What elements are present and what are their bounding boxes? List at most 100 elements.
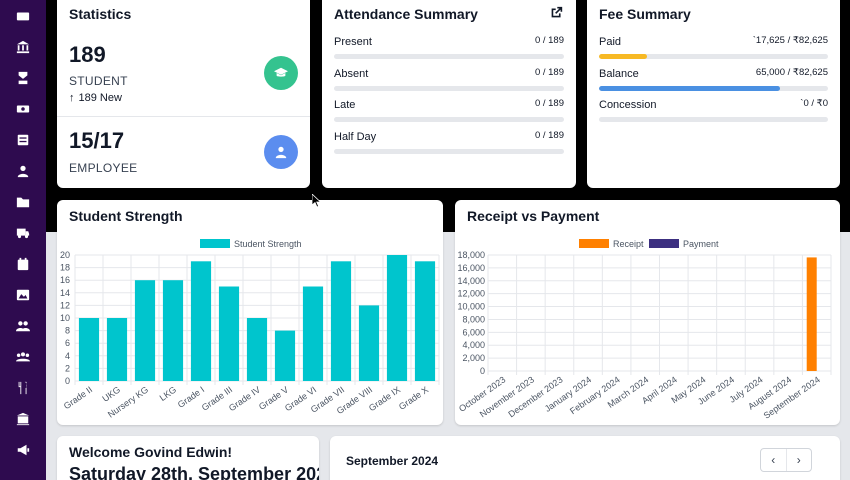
bar	[162, 280, 184, 381]
y-tick-label: 8,000	[462, 314, 485, 324]
student-count: 189	[69, 42, 106, 67]
welcome-title: Welcome Govind Edwin!	[69, 444, 233, 460]
bar	[414, 261, 436, 381]
calendar-next-button[interactable]: ›	[796, 453, 801, 467]
attendance-row-label: Late	[334, 99, 356, 111]
institution-icon[interactable]	[13, 37, 33, 57]
y-tick-label: 6	[65, 338, 70, 348]
bar	[218, 286, 240, 381]
library-icon[interactable]	[13, 409, 33, 429]
graduation-icon[interactable]	[13, 68, 33, 88]
fee-row-value: 65,000 / ₹82,625	[755, 66, 828, 78]
attendance-progress-bar	[334, 85, 564, 91]
legend-swatch	[579, 239, 609, 248]
folder-icon[interactable]	[13, 192, 33, 212]
y-tick-label: 16,000	[457, 263, 485, 273]
student-new: ↑ 189 New	[69, 92, 122, 104]
student-badge	[264, 56, 298, 90]
calendar-month: September 2024	[346, 454, 439, 468]
statistics-card: Statistics 189 STUDENT ↑ 189 New 15/17 E…	[57, 0, 310, 188]
y-tick-label: 4	[65, 351, 70, 361]
employee-badge	[264, 135, 298, 169]
bar	[78, 318, 100, 381]
welcome-card: Welcome Govind Edwin! Saturday 28th, Sep…	[57, 436, 319, 480]
fee-row-value: `0 / ₹0	[800, 98, 828, 109]
x-tick-label: Grade II	[62, 384, 94, 411]
arrow-up-icon: ↑	[69, 92, 75, 104]
attendance-progress-bar	[334, 148, 564, 154]
image-icon[interactable]	[13, 285, 33, 305]
student-strength-chart: Student Strength 0 2 4 6 8 10 12 14 16 18 20 Grade I…	[60, 239, 440, 420]
fee-progress-bar	[599, 117, 828, 122]
attendance-row-value: 0 / 189	[534, 66, 564, 78]
legend-label: Student Strength	[234, 239, 302, 249]
bus-icon[interactable]	[13, 223, 33, 243]
group-icon[interactable]	[13, 347, 33, 367]
y-tick-label: 8	[65, 326, 70, 336]
y-tick-label: 18	[60, 263, 70, 273]
x-tick-label: LKG	[158, 384, 178, 403]
attendance-progress-bar	[334, 117, 564, 122]
user-icon[interactable]	[13, 161, 33, 181]
legend-swatch	[200, 239, 230, 248]
y-tick-label: 0	[65, 376, 70, 386]
y-tick-label: 18,000	[457, 250, 485, 260]
bar	[134, 280, 156, 381]
student-label: STUDENT	[69, 74, 128, 88]
y-tick-label: 10,000	[457, 302, 485, 312]
money-icon[interactable]	[13, 99, 33, 119]
y-tick-label: 16	[60, 275, 70, 285]
notebook-icon[interactable]	[13, 130, 33, 150]
users-icon[interactable]	[13, 316, 33, 336]
bar	[246, 318, 268, 381]
fee-row-label: Balance	[599, 67, 639, 80]
y-tick-label: 14	[60, 288, 70, 298]
fee-progress-fill	[599, 54, 648, 59]
fee-summary-title: Fee Summary	[599, 6, 691, 22]
statistics-title: Statistics	[69, 6, 132, 22]
employee-label: EMPLOYEE	[69, 161, 138, 175]
legend-label: Payment	[683, 239, 719, 249]
y-tick-label: 12,000	[457, 289, 485, 299]
sidebar	[0, 0, 46, 480]
fee-summary-card: Fee Summary Paid `17,625 / ₹82,625 Balance…	[587, 0, 840, 188]
fee-progress-bar	[599, 85, 828, 91]
y-tick-label: 6,000	[462, 327, 485, 337]
x-tick-label: Grade IX	[367, 384, 402, 413]
mouse-cursor-icon	[311, 193, 322, 208]
dining-icon[interactable]	[13, 378, 33, 398]
bar	[302, 286, 324, 381]
graduation-cap-icon	[274, 67, 288, 77]
attendance-progress-bar	[334, 54, 564, 59]
bar	[386, 255, 408, 381]
bar	[190, 261, 212, 381]
y-tick-label: 12	[60, 300, 70, 310]
x-tick-label: UKG	[100, 384, 122, 403]
fee-row-label: Paid	[599, 36, 622, 48]
student-new-label: 189 New	[78, 92, 122, 104]
attendance-card: Attendance Summary Present 0 / 189 Absent 0…	[322, 0, 576, 188]
dashboard-icon[interactable]	[13, 6, 33, 26]
student-strength-card: Student Strength Student Strength 0 2 4 6 8 10…	[57, 200, 443, 425]
fee-progress-fill	[599, 85, 780, 91]
employee-count: 15/17	[69, 128, 125, 153]
y-tick-label: 10	[60, 313, 70, 323]
bar	[358, 305, 380, 381]
stat-divider	[57, 116, 310, 117]
calendar-icon[interactable]	[13, 254, 33, 274]
receipt-payment-chart: Receipt Payment 0 2,000 4,000 6,000 8,000 10,00…	[457, 239, 832, 421]
student-strength-title: Student Strength	[69, 208, 183, 224]
megaphone-icon[interactable]	[13, 440, 33, 460]
attendance-row-value: 0 / 189	[534, 129, 564, 141]
x-tick-label: Grade X	[397, 384, 430, 411]
calendar-nav: ‹ ›	[760, 448, 812, 472]
external-link-icon[interactable]	[550, 6, 564, 20]
welcome-date: Saturday 28th, September 2024	[69, 464, 319, 480]
y-tick-label: 0	[480, 366, 485, 376]
x-tick-label: Grade IV	[227, 384, 262, 413]
y-tick-label: 2,000	[462, 353, 485, 363]
y-tick-label: 4,000	[462, 340, 485, 350]
attendance-row-label: Present	[334, 36, 372, 48]
calendar-prev-button[interactable]: ‹	[761, 449, 787, 471]
y-tick-label: 14,000	[457, 276, 485, 286]
